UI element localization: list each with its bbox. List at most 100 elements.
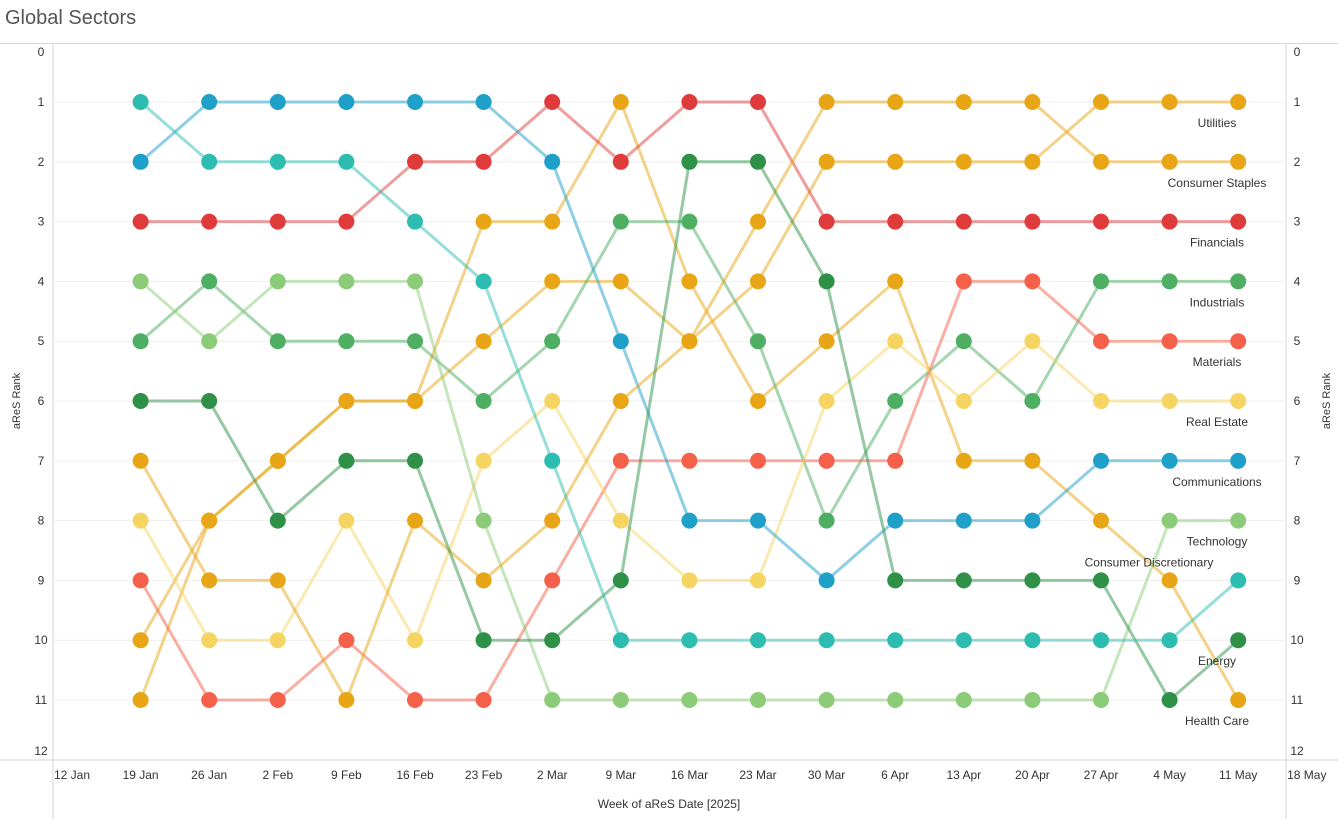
point-consumer-discretionary[interactable]	[1161, 153, 1178, 170]
point-energy[interactable]	[818, 273, 835, 290]
point-consumer-discretionary[interactable]	[544, 512, 561, 529]
point-consumer-discretionary[interactable]	[132, 452, 149, 469]
point-financials[interactable]	[955, 213, 972, 230]
point-utilities[interactable]	[955, 452, 972, 469]
point-communications[interactable]	[818, 572, 835, 589]
point-consumer-discretionary[interactable]	[475, 572, 492, 589]
point-technology[interactable]	[1161, 512, 1178, 529]
point-communications[interactable]	[955, 512, 972, 529]
point-utilities[interactable]	[1230, 692, 1247, 708]
point-financials[interactable]	[818, 213, 835, 230]
point-health-care[interactable]	[681, 632, 698, 649]
point-technology[interactable]	[269, 273, 286, 290]
point-energy[interactable]	[201, 393, 218, 409]
point-materials[interactable]	[1161, 333, 1178, 350]
point-health-care[interactable]	[955, 632, 972, 649]
point-real-estate[interactable]	[132, 512, 149, 529]
point-consumer-staples[interactable]	[338, 393, 355, 409]
point-communications[interactable]	[1093, 452, 1109, 469]
point-technology[interactable]	[475, 512, 492, 529]
point-energy[interactable]	[475, 632, 492, 649]
point-health-care[interactable]	[407, 213, 423, 230]
point-real-estate[interactable]	[1161, 393, 1178, 409]
point-industrials[interactable]	[1024, 393, 1041, 409]
point-consumer-discretionary[interactable]	[201, 572, 218, 589]
point-financials[interactable]	[544, 94, 561, 110]
point-materials[interactable]	[1230, 333, 1247, 350]
point-energy[interactable]	[681, 153, 698, 170]
point-technology[interactable]	[612, 692, 629, 708]
point-health-care[interactable]	[338, 153, 355, 170]
point-industrials[interactable]	[818, 512, 835, 529]
point-energy[interactable]	[269, 512, 286, 529]
point-energy[interactable]	[612, 572, 629, 589]
point-consumer-staples[interactable]	[201, 512, 218, 529]
point-materials[interactable]	[887, 452, 904, 469]
point-energy[interactable]	[132, 393, 149, 409]
point-communications[interactable]	[681, 512, 698, 529]
point-financials[interactable]	[681, 94, 698, 110]
point-technology[interactable]	[132, 273, 149, 290]
point-real-estate[interactable]	[955, 393, 972, 409]
point-technology[interactable]	[407, 273, 423, 290]
point-technology[interactable]	[750, 692, 766, 708]
point-technology[interactable]	[818, 692, 835, 708]
point-utilities[interactable]	[132, 632, 149, 649]
point-financials[interactable]	[475, 153, 492, 170]
point-utilities[interactable]	[681, 273, 698, 290]
point-consumer-staples[interactable]	[1093, 94, 1109, 110]
point-consumer-staples[interactable]	[475, 333, 492, 350]
point-communications[interactable]	[887, 512, 904, 529]
point-consumer-staples[interactable]	[269, 452, 286, 469]
point-energy[interactable]	[338, 452, 355, 469]
point-industrials[interactable]	[338, 333, 355, 350]
point-materials[interactable]	[201, 692, 218, 708]
point-energy[interactable]	[887, 572, 904, 589]
point-energy[interactable]	[1093, 572, 1109, 589]
point-health-care[interactable]	[612, 632, 629, 649]
point-real-estate[interactable]	[612, 512, 629, 529]
point-real-estate[interactable]	[201, 632, 218, 649]
point-utilities[interactable]	[544, 213, 561, 230]
point-financials[interactable]	[407, 153, 423, 170]
point-materials[interactable]	[407, 692, 423, 708]
point-consumer-discretionary[interactable]	[887, 94, 904, 110]
point-industrials[interactable]	[201, 273, 218, 290]
point-industrials[interactable]	[269, 333, 286, 350]
point-consumer-staples[interactable]	[750, 273, 766, 290]
point-utilities[interactable]	[887, 273, 904, 290]
point-materials[interactable]	[1093, 333, 1109, 350]
point-energy[interactable]	[955, 572, 972, 589]
point-consumer-staples[interactable]	[544, 273, 561, 290]
point-real-estate[interactable]	[1230, 393, 1247, 409]
point-real-estate[interactable]	[681, 572, 698, 589]
point-energy[interactable]	[750, 153, 766, 170]
point-health-care[interactable]	[201, 153, 218, 170]
point-financials[interactable]	[1230, 213, 1247, 230]
point-technology[interactable]	[1093, 692, 1109, 708]
point-industrials[interactable]	[132, 333, 149, 350]
point-health-care[interactable]	[1024, 632, 1041, 649]
point-energy[interactable]	[407, 452, 423, 469]
point-energy[interactable]	[544, 632, 561, 649]
point-consumer-discretionary[interactable]	[269, 572, 286, 589]
point-consumer-discretionary[interactable]	[1024, 94, 1041, 110]
point-communications[interactable]	[612, 333, 629, 350]
point-materials[interactable]	[955, 273, 972, 290]
point-industrials[interactable]	[475, 393, 492, 409]
point-technology[interactable]	[544, 692, 561, 708]
point-industrials[interactable]	[681, 213, 698, 230]
point-financials[interactable]	[612, 153, 629, 170]
point-consumer-staples[interactable]	[887, 153, 904, 170]
point-consumer-discretionary[interactable]	[407, 512, 423, 529]
point-consumer-staples[interactable]	[1024, 153, 1041, 170]
point-materials[interactable]	[818, 452, 835, 469]
point-real-estate[interactable]	[475, 452, 492, 469]
point-communications[interactable]	[544, 153, 561, 170]
point-health-care[interactable]	[1161, 632, 1178, 649]
point-materials[interactable]	[132, 572, 149, 589]
point-technology[interactable]	[1024, 692, 1041, 708]
point-real-estate[interactable]	[750, 572, 766, 589]
point-technology[interactable]	[338, 273, 355, 290]
point-industrials[interactable]	[1161, 273, 1178, 290]
